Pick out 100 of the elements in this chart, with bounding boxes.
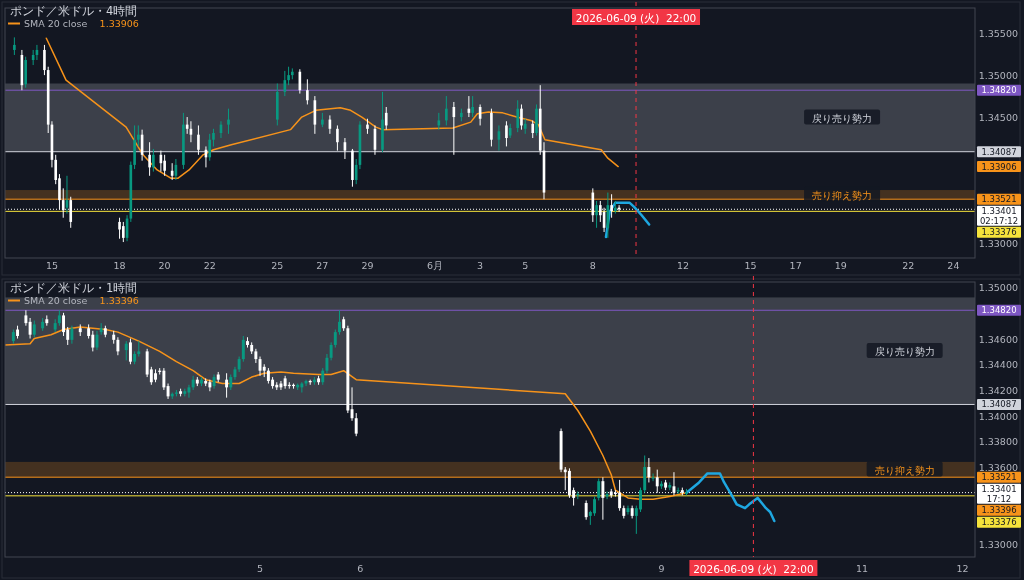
candlestick xyxy=(516,99,520,133)
text: 1.33906 xyxy=(981,161,1017,172)
ref-line-label: 1.33376 xyxy=(981,517,1017,528)
candlestick xyxy=(643,454,647,494)
candlestick xyxy=(241,335,245,363)
ref-line-label: 1.33401 02:17:12 xyxy=(979,206,1019,226)
x-tick-label: 25 xyxy=(271,260,284,271)
y-tick-label: 1.33000 xyxy=(978,539,1018,551)
chart-title: ポンド／米ドル・4時間 xyxy=(10,4,138,18)
candlestick xyxy=(118,217,121,240)
y-tick-label: 1.35000 xyxy=(978,282,1018,294)
candlestick xyxy=(122,221,125,243)
ref-line-label: 1.34087 xyxy=(981,146,1017,157)
ref-line-label: 1.34820 xyxy=(981,85,1017,96)
x-tick-label: 5 xyxy=(257,563,264,574)
candlestick xyxy=(43,44,46,76)
candlestick xyxy=(227,108,230,135)
band-label: 売り抑え勢力 xyxy=(812,189,873,201)
x-tick-label: 22 xyxy=(203,260,216,271)
y-tick-label: 1.34600 xyxy=(978,333,1018,345)
y-tick-label: 1.34200 xyxy=(978,384,1018,396)
ref-line-label: 1.34087 xyxy=(981,399,1017,410)
x-tick-label: 6 xyxy=(357,563,364,574)
candlestick xyxy=(505,120,508,147)
band-label: 売り抑え勢力 xyxy=(874,464,935,476)
text: 1.33396 xyxy=(981,505,1017,516)
candlestick xyxy=(593,496,596,517)
candlestick xyxy=(28,317,32,340)
band-label: 戻り売り勢力 xyxy=(812,112,873,124)
candlestick xyxy=(471,95,474,118)
candlestick xyxy=(91,330,95,352)
candlestick xyxy=(163,154,166,177)
candlestick xyxy=(354,412,358,437)
y-tick-label: 1.33600 xyxy=(978,462,1018,474)
ref-line-label: 1.33521 xyxy=(981,472,1017,483)
x-tick-label: 27 xyxy=(316,260,329,271)
x-tick-label: 12 xyxy=(956,563,969,574)
candlestick xyxy=(24,309,28,327)
candlestick xyxy=(287,66,290,86)
candlestick xyxy=(647,457,651,483)
candlestick xyxy=(197,124,200,156)
x-tick-label: 22 xyxy=(902,260,915,271)
candlestick xyxy=(338,309,341,336)
annotation: 1.33396 xyxy=(99,295,139,306)
line-series xyxy=(685,472,776,523)
candlestick xyxy=(148,141,151,177)
candlestick xyxy=(191,375,195,391)
candlestick xyxy=(325,353,329,374)
ref-line-label: 2026-06-09 (火) 22:00 xyxy=(693,562,814,575)
x-tick-label: 20 xyxy=(158,260,171,271)
y-tick-label: 1.33800 xyxy=(978,436,1018,448)
x-tick-label: 5 xyxy=(522,260,529,271)
legend-label: SMA 20 close xyxy=(24,18,88,29)
y-tick-label: 1.34500 xyxy=(978,112,1018,124)
x-tick-label: 6月 xyxy=(427,260,444,271)
candlestick xyxy=(445,95,448,126)
candlestick xyxy=(595,200,598,229)
band-label: 戻り売り勢力 xyxy=(874,345,935,357)
ref-line-label: 1.34820 xyxy=(981,305,1017,316)
candlestick xyxy=(610,193,613,219)
x-tick-label: 24 xyxy=(947,260,960,271)
candlestick xyxy=(605,490,609,500)
y-tick-label: 1.34400 xyxy=(978,359,1018,371)
candlestick xyxy=(651,472,655,482)
y-tick-label: 1.34000 xyxy=(978,410,1018,422)
candlestick xyxy=(584,499,588,521)
candlestick xyxy=(208,133,212,162)
candlestick xyxy=(208,379,212,392)
annotation: 1.33906 xyxy=(99,18,139,29)
candlestick xyxy=(137,124,140,147)
candlestick xyxy=(128,338,132,365)
candlestick xyxy=(384,106,388,131)
chart-title: ポンド／米ドル・1時間 xyxy=(10,281,138,295)
candlestick xyxy=(597,478,601,501)
x-tick-label: 17 xyxy=(789,260,802,271)
legend-label: SMA 20 close xyxy=(24,295,88,306)
x-tick-label: 9 xyxy=(658,563,665,574)
ref-line-label: 1.33376 xyxy=(981,227,1017,238)
candlestick xyxy=(162,367,166,391)
x-tick-label: 8 xyxy=(589,260,596,271)
candlestick xyxy=(520,103,523,131)
x-tick-label: 15 xyxy=(45,260,58,271)
x-tick-label: 3 xyxy=(477,260,484,271)
x-tick-label: 12 xyxy=(676,260,690,271)
candlestick xyxy=(336,124,339,152)
x-tick-label: 18 xyxy=(113,260,126,271)
x-tick-label: 15 xyxy=(744,260,757,271)
line-series xyxy=(45,37,619,180)
ref-line-label: 1.33521 xyxy=(981,194,1017,205)
candlestick xyxy=(124,340,128,361)
candlestick xyxy=(306,78,309,105)
ref-line-label: 1.33401 17:12 xyxy=(981,484,1017,504)
candlestick xyxy=(639,487,642,513)
candlestick xyxy=(145,348,149,378)
candlestick xyxy=(225,372,229,399)
candlestick xyxy=(62,312,65,337)
x-tick-label: 11 xyxy=(856,563,869,574)
candlestick xyxy=(152,148,155,173)
candlestick xyxy=(258,356,262,377)
y-tick-label: 1.35000 xyxy=(978,70,1018,82)
